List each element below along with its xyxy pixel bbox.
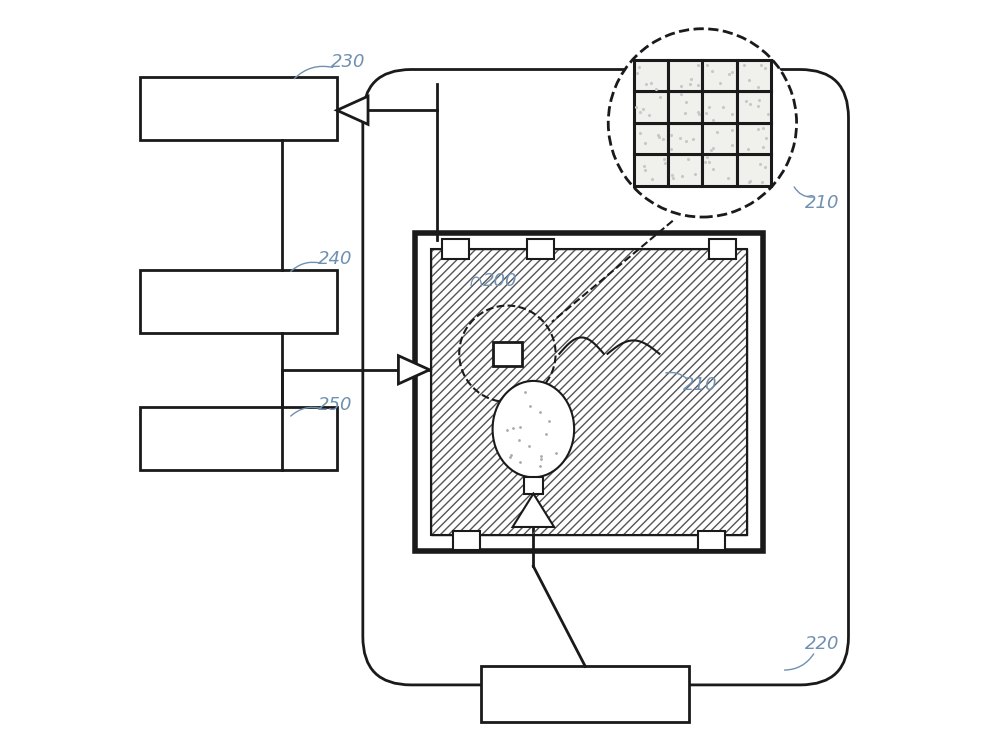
Bar <box>668 123 702 155</box>
Bar <box>737 155 771 186</box>
Bar <box>431 249 747 535</box>
Text: 230: 230 <box>331 53 365 71</box>
Circle shape <box>608 28 797 217</box>
Text: 220: 220 <box>805 635 840 653</box>
Bar <box>527 238 554 259</box>
Bar <box>702 155 737 186</box>
Bar <box>442 238 469 259</box>
FancyBboxPatch shape <box>363 69 848 685</box>
Bar <box>634 91 668 123</box>
Polygon shape <box>513 494 554 527</box>
Bar <box>634 155 668 186</box>
Bar <box>634 123 668 155</box>
Bar <box>493 342 522 366</box>
Ellipse shape <box>493 381 574 477</box>
Bar <box>481 666 689 722</box>
Bar <box>634 60 668 91</box>
Bar <box>709 238 736 259</box>
Polygon shape <box>398 356 430 384</box>
Bar <box>140 77 337 140</box>
Polygon shape <box>337 96 368 124</box>
Text: 250: 250 <box>318 396 353 414</box>
Bar <box>737 60 771 91</box>
Bar <box>737 91 771 123</box>
Bar <box>140 407 337 470</box>
Bar <box>702 60 737 91</box>
Text: 210: 210 <box>805 194 840 212</box>
Bar <box>698 530 725 550</box>
Bar <box>453 530 480 550</box>
Bar <box>524 477 543 494</box>
Text: 210: 210 <box>683 376 717 394</box>
Bar <box>702 91 737 123</box>
Bar <box>668 60 702 91</box>
Text: 200: 200 <box>483 272 517 290</box>
Bar <box>431 249 747 535</box>
Bar <box>140 270 337 332</box>
Bar <box>415 232 763 551</box>
Bar <box>702 123 737 155</box>
Bar <box>431 249 747 535</box>
Bar <box>668 155 702 186</box>
Text: 240: 240 <box>318 249 353 267</box>
Bar <box>668 91 702 123</box>
Bar <box>737 123 771 155</box>
